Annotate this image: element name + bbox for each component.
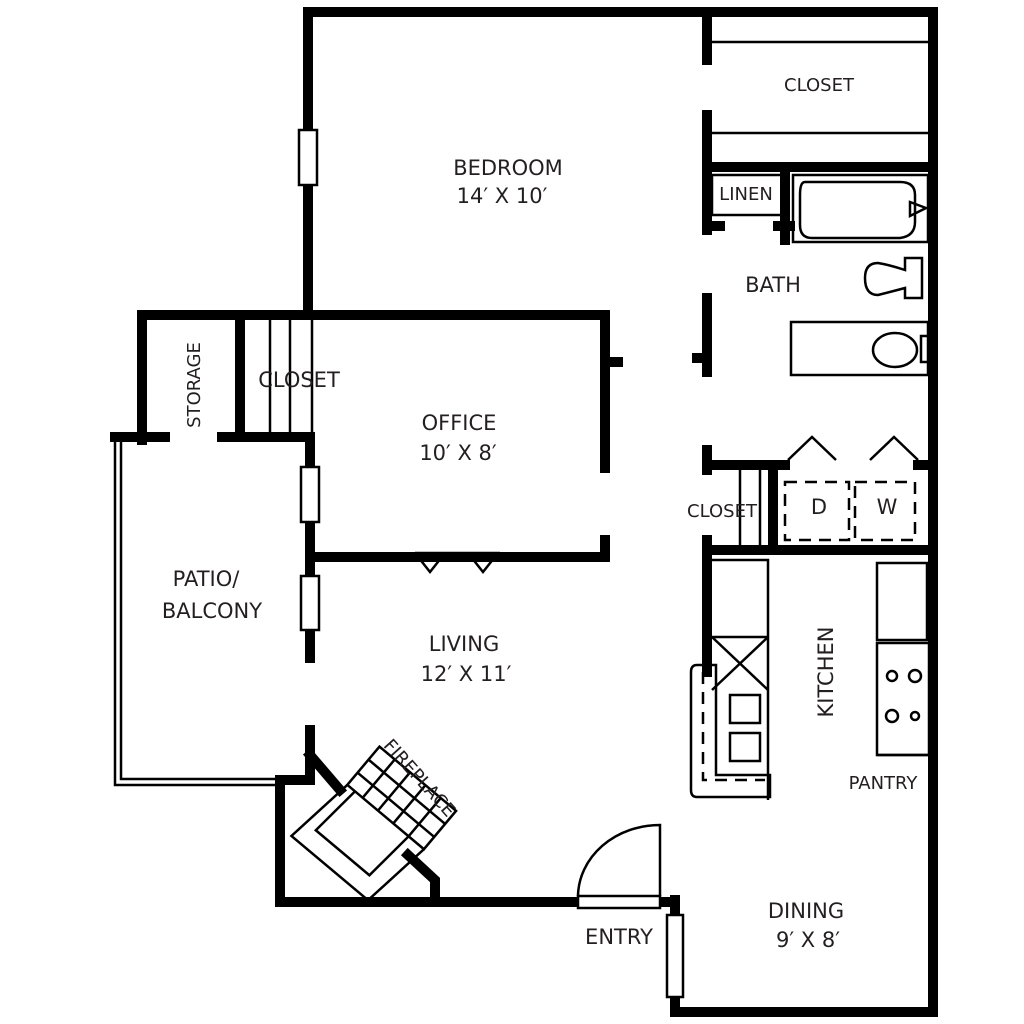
dining-size: 9′ X 8′ (776, 928, 840, 952)
bedroom-size: 14′ X 10′ (457, 184, 548, 208)
kitchen-label: KITCHEN (814, 627, 838, 718)
living-label: LIVING (429, 632, 499, 656)
pantry-label: PANTRY (849, 773, 919, 794)
window (299, 574, 321, 632)
dryer-label: D (811, 495, 827, 519)
fireplace-symbol (289, 744, 458, 902)
bedroom-label: BEDROOM (453, 156, 563, 180)
dining-label: DINING (768, 899, 844, 923)
office-closet-label: CLOSET (258, 368, 340, 392)
fixtures (113, 40, 931, 999)
window (297, 128, 319, 187)
window (299, 465, 321, 524)
window (665, 913, 685, 999)
office-label: OFFICE (422, 411, 497, 435)
entry-label: ENTRY (585, 925, 653, 949)
bedroom-closet-label: CLOSET (784, 75, 855, 96)
linen-label: LINEN (719, 184, 773, 205)
storage-label: STORAGE (184, 342, 205, 428)
living-size: 12′ X 11′ (421, 662, 512, 686)
washer-label: W (877, 495, 898, 519)
patio-label-line2: BALCONY (162, 599, 262, 623)
hall-closet-label: CLOSET (687, 501, 758, 522)
office-size: 10′ X 8′ (419, 441, 497, 465)
walls (110, 7, 938, 1017)
patio-label-line1: PATIO/ (173, 567, 241, 591)
bath-label: BATH (745, 273, 801, 297)
